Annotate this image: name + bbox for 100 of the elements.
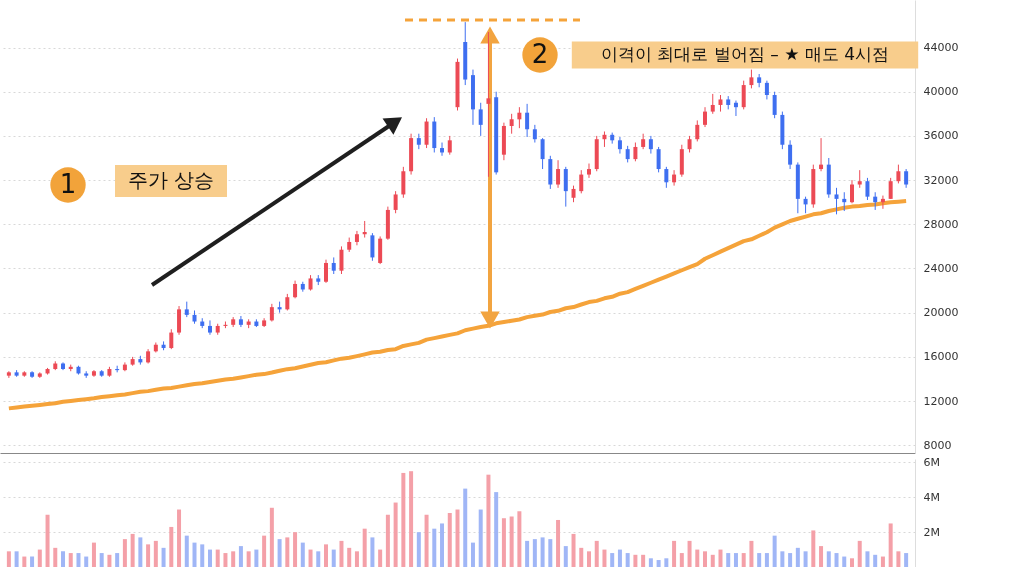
- bar: [409, 471, 414, 567]
- bar: [269, 507, 274, 567]
- annotation: 주가 상승: [127, 168, 215, 192]
- bar: [656, 560, 661, 567]
- bar: [540, 537, 545, 567]
- bar: [687, 540, 692, 567]
- bar: [819, 546, 824, 567]
- bar: [308, 549, 313, 567]
- bar: [184, 535, 189, 567]
- bar: [354, 551, 359, 567]
- bar: [594, 540, 599, 567]
- bar: [130, 533, 135, 567]
- bar: [896, 551, 901, 567]
- bar: [324, 544, 328, 567]
- bar: [401, 472, 406, 567]
- bar: [672, 540, 677, 567]
- bar: [795, 547, 800, 567]
- y-tick-label: 36000: [923, 129, 959, 143]
- bar: [91, 542, 96, 567]
- bar: [277, 539, 282, 567]
- bar: [285, 537, 290, 567]
- bar: [455, 509, 460, 567]
- y-tick-label: 12000: [923, 394, 959, 408]
- bar: [463, 488, 468, 567]
- bar: [494, 492, 499, 567]
- bar: [625, 553, 630, 567]
- bar: [501, 518, 506, 567]
- bar: [169, 526, 174, 567]
- bar: [617, 549, 622, 567]
- bar: [385, 514, 390, 567]
- bar: [834, 553, 839, 567]
- bar: [857, 540, 862, 567]
- bar: [192, 542, 197, 567]
- bar: [61, 551, 66, 567]
- y-tick-label: 40000: [923, 85, 959, 99]
- annotation: 1: [59, 169, 77, 199]
- bar: [718, 549, 723, 567]
- bar: [6, 551, 11, 567]
- bar: [803, 551, 808, 567]
- bar: [772, 535, 777, 567]
- bar: [788, 553, 793, 567]
- bar: [470, 542, 475, 567]
- candlestick: [14, 369, 19, 378]
- annotation: 2: [531, 39, 549, 69]
- bar: [888, 523, 893, 567]
- bar: [223, 553, 228, 567]
- bar: [146, 544, 151, 567]
- y-tick-label: 44000: [923, 41, 959, 55]
- bar: [262, 535, 267, 567]
- y-tick-label: 32000: [923, 173, 959, 187]
- y-tick-label: 2M: [923, 525, 940, 539]
- bar: [447, 513, 452, 567]
- bar: [161, 547, 166, 567]
- bar: [865, 551, 870, 567]
- bar: [215, 549, 220, 567]
- bar: [904, 553, 909, 567]
- bar: [579, 547, 584, 567]
- bar: [726, 553, 731, 567]
- bar: [440, 523, 445, 567]
- bar: [548, 539, 553, 567]
- bar: [293, 532, 298, 567]
- y-tick-label: 6M: [923, 455, 940, 469]
- bar: [517, 511, 522, 567]
- bar: [331, 549, 336, 567]
- bar: [610, 553, 615, 567]
- bar: [238, 546, 243, 567]
- bar: [571, 533, 576, 567]
- bar: [339, 540, 344, 567]
- bar: [254, 549, 259, 567]
- bar: [231, 551, 236, 567]
- bar: [811, 530, 816, 567]
- bar: [648, 558, 653, 567]
- candlestick: [37, 371, 42, 379]
- bar: [153, 540, 158, 567]
- bar: [478, 509, 483, 567]
- bar: [246, 551, 251, 567]
- bar: [122, 539, 127, 567]
- bar: [563, 546, 568, 567]
- bar: [733, 553, 738, 567]
- bar: [532, 539, 537, 567]
- bar: [703, 551, 708, 567]
- bar: [432, 528, 437, 567]
- bar: [664, 558, 669, 567]
- bar: [107, 554, 112, 567]
- bar: [873, 554, 878, 567]
- bar: [37, 549, 42, 567]
- bar: [641, 554, 646, 567]
- bar: [76, 553, 81, 567]
- bar: [45, 514, 50, 567]
- bar: [424, 514, 429, 567]
- bar: [84, 556, 89, 567]
- bar: [486, 474, 491, 567]
- y-tick-label: 16000: [923, 350, 959, 364]
- y-tick-label: 4M: [923, 490, 940, 504]
- bar: [842, 556, 847, 567]
- bar: [741, 553, 746, 567]
- bar: [695, 549, 700, 567]
- bar: [370, 537, 375, 567]
- bar: [177, 509, 182, 567]
- y-tick-label: 8000: [923, 438, 952, 452]
